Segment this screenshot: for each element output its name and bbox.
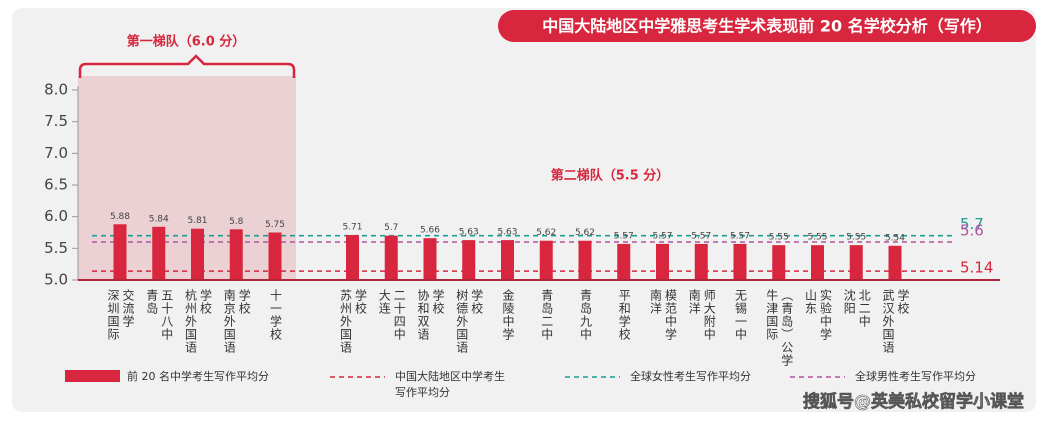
value-label: 5.81: [187, 216, 207, 226]
value-label: 5.75: [265, 220, 285, 230]
x-tick-label: 杭州外国语 学校: [183, 289, 213, 354]
value-label: 5.71: [342, 223, 362, 233]
bar: [811, 245, 824, 280]
bar: [694, 243, 708, 280]
watermark: 搜狐号@英美私校留学小课堂: [803, 391, 1024, 412]
x-tick-label: 南洋 模范中学: [648, 289, 678, 341]
y-tick-label: 6.5: [44, 176, 68, 194]
y-tick-label: 5.0: [44, 271, 68, 289]
x-tick-label: 南京外国语 学校: [222, 289, 252, 354]
bar: [539, 240, 553, 280]
bar: [423, 238, 437, 280]
bar: [849, 245, 863, 280]
y-tick-label: 6.0: [44, 207, 68, 225]
tier-one-bracket: [78, 54, 296, 78]
bar: [656, 243, 669, 280]
bar: [384, 235, 398, 280]
x-tick-label: 树德外国语 学校: [454, 289, 484, 354]
bar: [733, 243, 747, 280]
x-tick-label: 协和双语 学校: [416, 289, 445, 341]
x-tick-label: 武汉外国语 学校: [881, 289, 910, 354]
bar: [268, 232, 282, 280]
value-label: 5.57: [614, 231, 634, 241]
reference-label: 5.6: [960, 222, 984, 240]
legend-swatch: [65, 370, 120, 382]
x-tick-label: 平和学校: [617, 289, 632, 341]
value-label: 5.84: [149, 214, 169, 224]
value-label: 5.57: [730, 231, 750, 241]
value-label: 5.62: [575, 228, 595, 238]
chart-title: 中国大陆地区中学雅思考生学术表现前 20 名学校分析（写作）: [542, 17, 991, 36]
reference-label: 5.14: [960, 259, 993, 277]
x-tick-label: 大连 二十四中: [377, 289, 407, 341]
y-tick-label: 5.5: [44, 239, 68, 257]
x-tick-label: 金陵中学: [501, 289, 515, 341]
x-tick-label: 十一学校: [268, 289, 283, 341]
tier-two-label: 第二梯队（5.5 分）: [551, 168, 670, 184]
value-label: 5.54: [885, 233, 905, 243]
value-label: 5.7: [384, 223, 398, 233]
bar: [888, 245, 902, 280]
title-pill: [498, 10, 1036, 42]
bar: [229, 229, 243, 280]
x-tick-label: 无锡一中: [733, 289, 748, 341]
x-tick-label: 牛津国际 （青岛）公学: [764, 289, 794, 367]
value-label: 5.63: [459, 228, 479, 238]
tier-one-label: 第一梯队（6.0 分）: [127, 34, 246, 50]
x-tick-label: 青岛二中: [539, 289, 554, 341]
reference-label: 5.7: [960, 215, 984, 233]
value-label: 5.55: [846, 233, 866, 243]
x-tick-label: 青岛 五十八中: [144, 289, 174, 341]
x-tick-label: 南洋 师大附中: [687, 289, 717, 341]
bar: [462, 240, 476, 280]
value-label: 5.62: [536, 228, 556, 238]
x-tick-label: 青岛九中: [578, 289, 593, 341]
bar: [501, 240, 514, 280]
value-label: 5.57: [691, 231, 711, 241]
value-label: 5.66: [420, 226, 440, 236]
value-label: 5.8: [229, 217, 244, 227]
value-label: 5.63: [497, 228, 517, 238]
x-tick-label: 苏州外国语 学校: [338, 289, 368, 354]
bar: [578, 240, 592, 280]
y-tick-label: 7.0: [44, 144, 68, 162]
bar: [152, 226, 166, 280]
bar: [191, 228, 204, 280]
x-tick-label: 深圳国际 交流学: [106, 289, 135, 341]
tier-one-area: [78, 76, 296, 280]
y-tick-label: 7.5: [44, 112, 68, 130]
value-label: 5.55: [769, 233, 789, 243]
bar: [113, 224, 127, 280]
value-label: 5.57: [652, 231, 672, 241]
legend-label: 全球女性考生写作平均分: [630, 369, 751, 383]
bar: [346, 235, 359, 280]
legend-label: 前 20 名中学考生写作平均分: [127, 369, 269, 383]
bar: [617, 243, 631, 280]
legend-label: 中国大陆地区中学考生写作平均分: [395, 369, 505, 399]
value-label: 5.55: [807, 233, 827, 243]
x-tick-label: 山东 实验中学: [803, 289, 833, 341]
value-label: 5.88: [110, 212, 130, 222]
legend-label: 全球男性考生写作平均分: [855, 369, 976, 383]
y-tick-label: 8.0: [44, 81, 68, 99]
bar: [772, 245, 786, 280]
x-tick-label: 沈阳 北二中: [842, 289, 872, 328]
